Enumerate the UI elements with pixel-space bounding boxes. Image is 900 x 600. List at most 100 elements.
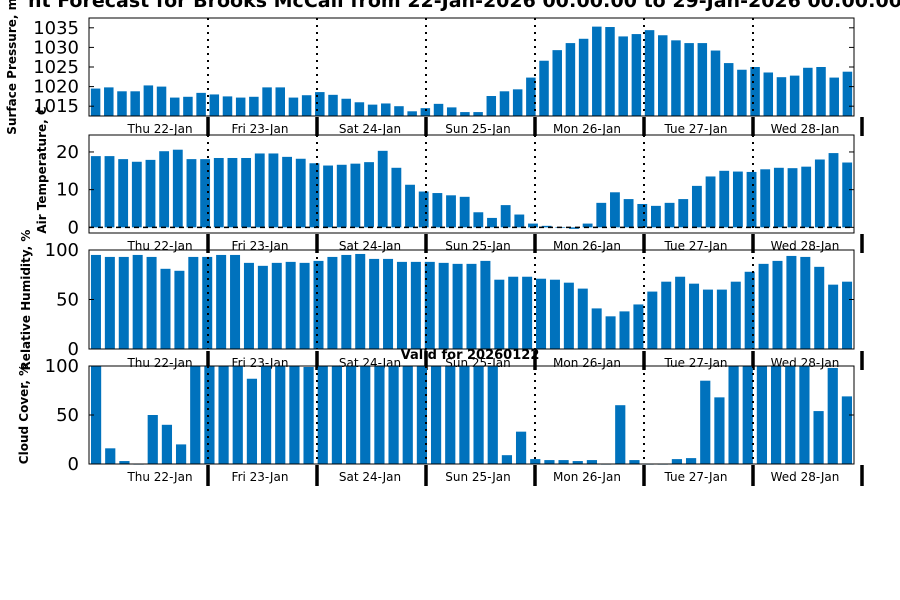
bar (156, 86, 167, 116)
day-label: Fri 23-Jan (232, 122, 289, 136)
y-axis-label: Relative Humidity, % (19, 230, 33, 371)
bar (508, 276, 519, 349)
bar (789, 75, 800, 116)
panel-4: 0 50 100 Thu 22-Jan Fri 23-Jan Sat 24-Jan Sun … (17, 356, 864, 486)
bar (750, 67, 760, 116)
bar (275, 366, 286, 464)
bar (466, 263, 477, 349)
bar (388, 366, 399, 464)
bar (433, 103, 444, 116)
y-axis-label: Surface Pressure, mb (5, 0, 19, 135)
bar (528, 223, 538, 228)
bar (90, 254, 101, 349)
bar (282, 156, 292, 228)
bar (675, 276, 686, 349)
bar (381, 103, 391, 116)
bar (814, 266, 825, 349)
bar (637, 203, 648, 228)
bar (432, 193, 443, 228)
bar (756, 366, 768, 464)
bar (728, 366, 739, 464)
day-label: Thu 22-Jan (126, 356, 192, 370)
bar (117, 91, 127, 116)
bar (118, 159, 129, 228)
bar (671, 40, 681, 117)
bar (723, 63, 734, 116)
bar (119, 461, 130, 464)
bar (313, 260, 324, 349)
bar (186, 159, 197, 228)
y-axis-label: Air Temperature, C (35, 106, 49, 234)
bar (494, 279, 505, 349)
bar (592, 26, 602, 116)
bar (377, 150, 388, 228)
axes-box (88, 365, 855, 465)
bar (586, 460, 598, 464)
y-axis-label: Cloud Cover, % (17, 364, 31, 464)
day-label: Mon 26-Jan (553, 239, 621, 253)
bar (651, 205, 661, 228)
bar (460, 112, 470, 116)
bar (262, 87, 272, 116)
bar (407, 111, 417, 116)
bar (232, 366, 243, 464)
bar (143, 85, 154, 116)
bar (254, 153, 265, 228)
bar (700, 380, 711, 464)
bar (104, 87, 114, 116)
figure-subtitle: Valid for 20260122 (401, 348, 540, 363)
bar (341, 98, 351, 116)
day-label: Tue 27-Jan (663, 470, 727, 484)
bar (658, 35, 668, 116)
bar (90, 156, 101, 228)
bar (828, 153, 839, 228)
bar (328, 94, 338, 116)
bar (459, 366, 470, 464)
bar (615, 405, 626, 464)
bar (530, 459, 541, 464)
bar (512, 89, 523, 116)
y-tick-label: 1030 (33, 37, 79, 58)
bar (619, 311, 630, 349)
bar (541, 225, 552, 228)
bar (549, 279, 560, 349)
bar (196, 92, 206, 116)
bar (204, 366, 215, 464)
bar (327, 256, 338, 349)
bar (367, 104, 378, 116)
bar (402, 366, 413, 464)
bar (452, 263, 463, 349)
y-tick-label: 0 (68, 339, 79, 360)
bar (801, 166, 812, 228)
bar (317, 366, 328, 464)
bar (786, 255, 797, 349)
bar (633, 304, 644, 349)
bar (222, 96, 233, 116)
bar (763, 72, 774, 116)
bar (773, 167, 784, 228)
bar (500, 205, 511, 228)
bar (742, 366, 753, 464)
day-label: Mon 26-Jan (553, 356, 621, 370)
bar (174, 270, 185, 349)
bar (260, 366, 272, 464)
bar (710, 50, 721, 116)
y-tick-label: 1035 (33, 18, 79, 39)
bar (350, 163, 361, 228)
bar (285, 261, 296, 349)
bar (405, 184, 415, 228)
bar (841, 396, 853, 464)
bar (487, 217, 497, 228)
bar (118, 256, 129, 349)
bar (702, 289, 713, 349)
bar (90, 88, 101, 116)
bar (623, 199, 634, 228)
bar (345, 366, 357, 464)
bar (605, 27, 615, 116)
bar (565, 43, 576, 117)
bar (131, 161, 142, 228)
bar (569, 227, 579, 229)
bar (661, 281, 672, 349)
bar (522, 276, 533, 349)
